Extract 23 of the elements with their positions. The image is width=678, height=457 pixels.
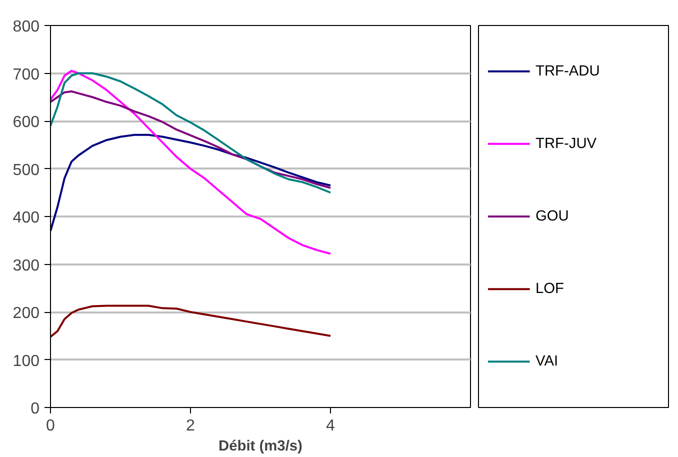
legend-label: TRF-ADU — [536, 63, 600, 80]
x-axis-title: Débit (m3/s) — [218, 438, 303, 454]
y-tick-label: 700 — [12, 66, 40, 84]
y-tick-label: 100 — [12, 352, 40, 370]
line-series — [50, 134, 332, 232]
legend-label: LOF — [536, 281, 564, 298]
y-tick-label: 800 — [12, 18, 40, 36]
line-series — [50, 70, 332, 255]
y-tick-label: 500 — [12, 162, 40, 179]
y-tick-label: 0 — [30, 400, 40, 418]
y-tick-label: 400 — [12, 210, 40, 226]
legend-label: GOU — [536, 208, 569, 224]
line-series — [50, 90, 332, 189]
y-tick-label: 600 — [12, 114, 40, 131]
y-tick-label: 300 — [12, 257, 40, 274]
line-series — [50, 72, 332, 194]
line-series — [50, 304, 332, 338]
legend-label: VAI — [536, 354, 558, 370]
x-tick-label: 2 — [186, 418, 196, 434]
x-tick-label: 0 — [46, 418, 56, 434]
x-tick-label: 4 — [326, 418, 336, 434]
y-tick-label: 200 — [12, 305, 40, 322]
legend-label: TRF-JUV — [536, 136, 597, 152]
